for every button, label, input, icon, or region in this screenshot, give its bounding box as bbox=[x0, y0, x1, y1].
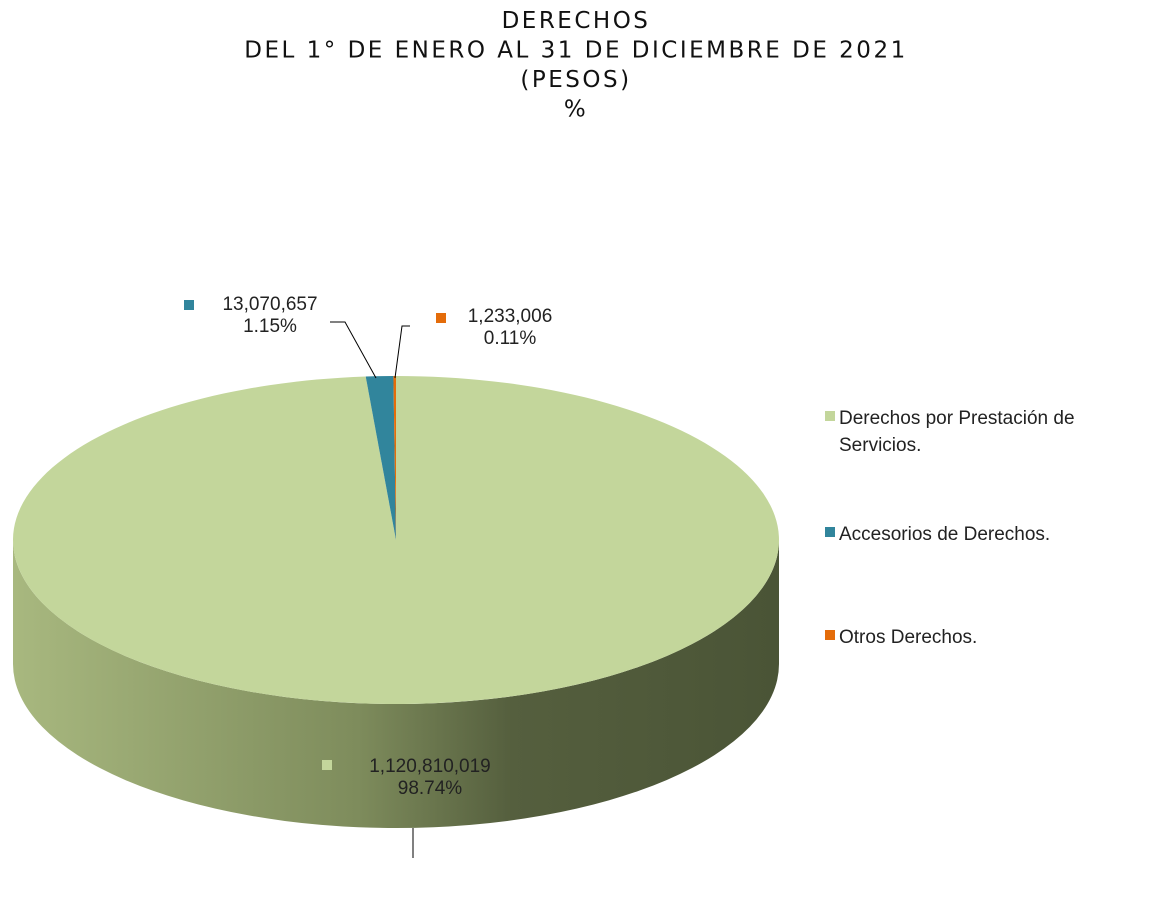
percent-label: 98.74% bbox=[398, 778, 463, 799]
legend-label: Otros Derechos. bbox=[839, 627, 978, 648]
legend-label: Derechos por Prestación de Servicios. bbox=[839, 408, 1075, 456]
chart-title: (PESOS) bbox=[520, 67, 631, 93]
chart-title: % bbox=[564, 97, 588, 123]
legend-item: Otros Derechos. bbox=[825, 624, 1139, 651]
slice bbox=[393, 376, 396, 540]
value-label: 13,070,657 bbox=[222, 294, 317, 315]
legend-item: Accesorios de Derechos. bbox=[825, 521, 1139, 548]
percent-label: 1.15% bbox=[243, 316, 297, 337]
chart-title: DEL 1° DE ENERO AL 31 DE DICIEMBRE DE 20… bbox=[244, 38, 907, 64]
label-swatch bbox=[184, 300, 194, 310]
label-swatch bbox=[322, 760, 332, 770]
percent-label: 0.11% bbox=[484, 328, 537, 349]
legend-label: Accesorios de Derechos. bbox=[839, 524, 1051, 545]
value-label: 1,233,006 bbox=[468, 306, 553, 327]
legend-swatch bbox=[825, 527, 835, 537]
slice bbox=[12, 376, 779, 704]
slice bbox=[365, 376, 396, 540]
leader-line bbox=[394, 325, 410, 379]
leader-line bbox=[330, 321, 377, 379]
label-swatch bbox=[436, 313, 446, 323]
slice-side bbox=[13, 540, 779, 828]
value-label: 1,120,810,019 bbox=[369, 756, 491, 777]
legend-swatch bbox=[825, 411, 835, 421]
chart-title: DERECHOS bbox=[502, 8, 651, 34]
legend-swatch bbox=[825, 630, 835, 640]
legend-item: Derechos por Prestación de Servicios. bbox=[825, 405, 1139, 459]
legend: Derechos por Prestación de Servicios. Acc… bbox=[825, 405, 1139, 651]
